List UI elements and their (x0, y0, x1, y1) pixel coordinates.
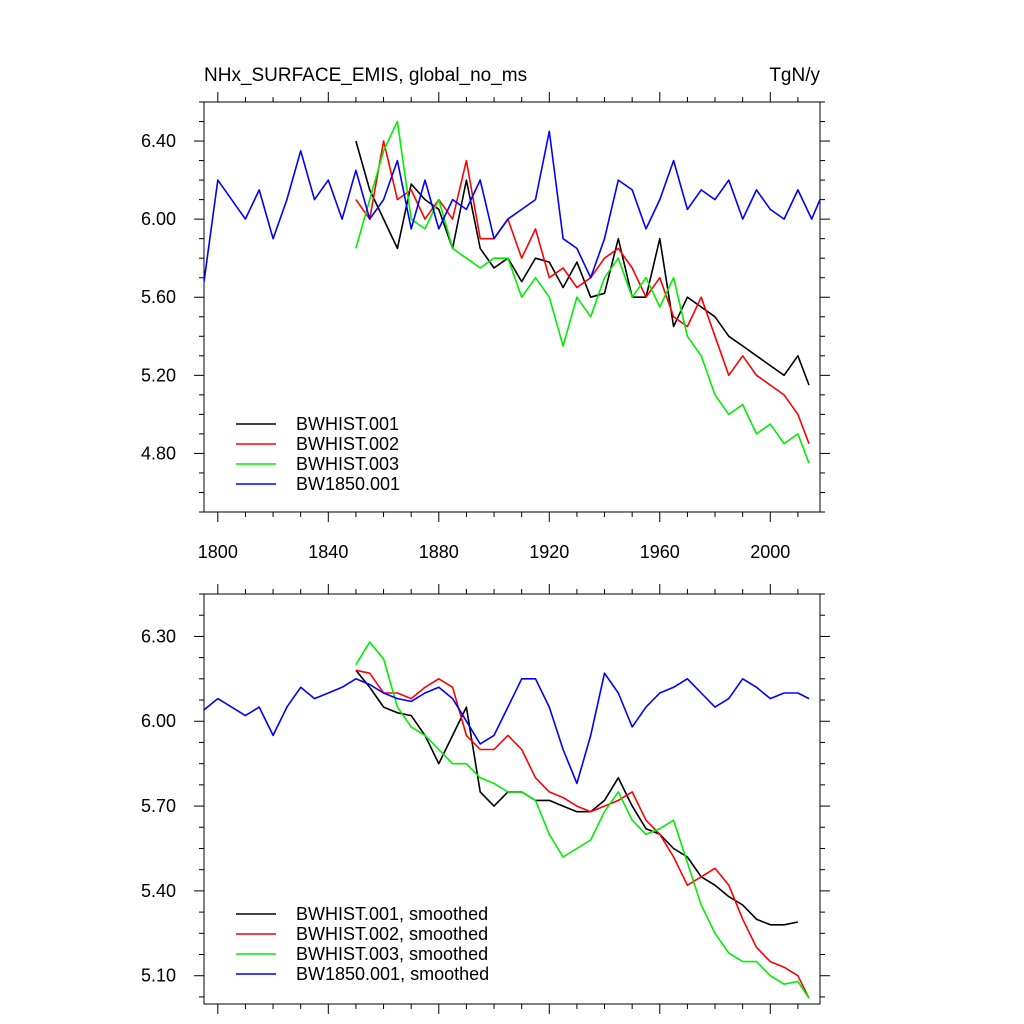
top-x-tick-label: 1880 (419, 542, 459, 562)
bottom-legend-label: BWHIST.001, smoothed (296, 904, 488, 924)
bottom-y-tick-label: 5.40 (141, 881, 176, 901)
bottom-y-tick-label: 5.70 (141, 796, 176, 816)
top-legend-label: BW1850.001 (296, 474, 400, 494)
top-y-tick-label: 6.00 (141, 209, 176, 229)
top-legend-label: BWHIST.002 (296, 434, 399, 454)
top-y-tick-label: 5.20 (141, 365, 176, 385)
bottom-series-group (204, 641, 810, 999)
bottom-y-tick-label: 6.30 (141, 626, 176, 646)
bottom-series-line-3 (355, 641, 810, 999)
top-x-tick-label: 1960 (640, 542, 680, 562)
top-y-tick-label: 5.60 (141, 287, 176, 307)
chart-title: NHx_SURFACE_EMIS, global_no_ms (204, 65, 527, 86)
top-legend-label: BWHIST.001 (296, 414, 399, 434)
bottom-legend-label: BW1850.001, smoothed (296, 964, 489, 984)
units-label: TgN/y (769, 65, 820, 86)
top-y-tick-label: 6.40 (141, 131, 176, 151)
bottom-series-line-4 (204, 672, 810, 785)
top-plot-frame (203, 101, 821, 513)
top-x-tick-label: 1920 (529, 542, 569, 562)
top-x-tick-label: 1800 (198, 542, 238, 562)
top-x-tick-label: 1840 (308, 542, 348, 562)
top-legend-label: BWHIST.003 (296, 454, 399, 474)
bottom-series-line-1 (355, 669, 799, 926)
top-y-tick-label: 4.80 (141, 443, 176, 463)
bottom-y-tick-label: 5.10 (141, 966, 176, 986)
bottom-series-line-2 (355, 669, 810, 999)
top-series-line-2 (355, 140, 810, 444)
top-panel: NHx_SURFACE_EMIS, global_no_ms TgN/y 180… (141, 65, 830, 562)
bottom-panel: 5.10 5.40 5.70 6.00 6.30 BWHIST.001, smoothed… (141, 584, 830, 1014)
top-series-line-4 (204, 130, 820, 282)
top-x-tick-label: 2000 (750, 542, 790, 562)
bottom-legend-label: BWHIST.003, smoothed (296, 944, 488, 964)
top-series-group (204, 120, 820, 464)
top-series-line-1 (355, 140, 810, 386)
bottom-y-tick-label: 6.00 (141, 711, 176, 731)
bottom-plot-frame (203, 593, 821, 1005)
bottom-legend-label: BWHIST.002, smoothed (296, 924, 488, 944)
top-series-line-3 (355, 120, 810, 464)
